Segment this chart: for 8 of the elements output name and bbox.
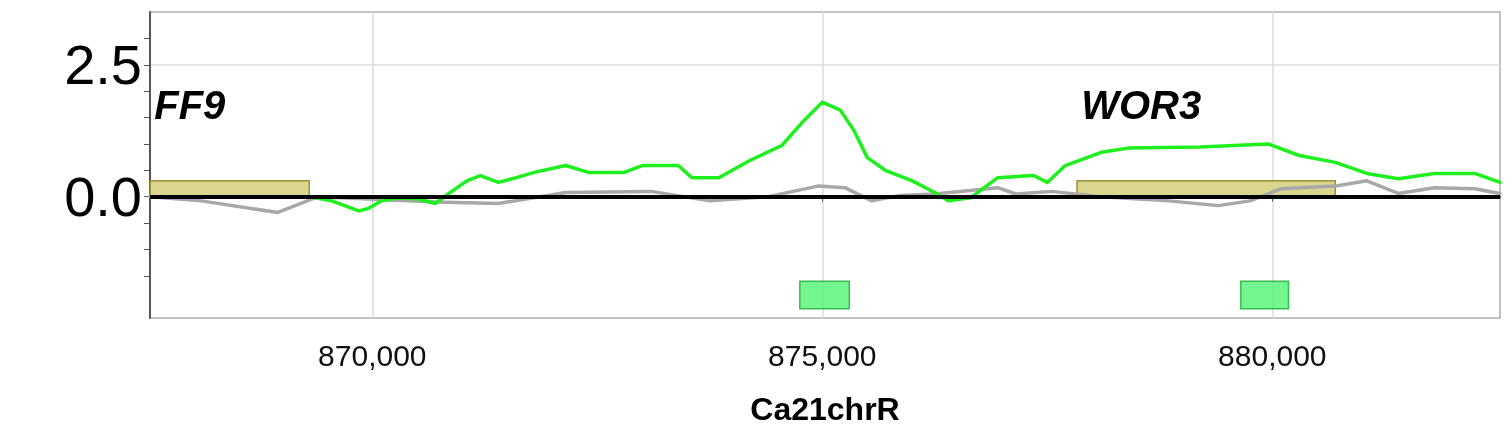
y-tick-label: 0.0 — [64, 165, 142, 229]
x-tick-label: 875,000 — [768, 338, 877, 372]
band-label: FF9 — [154, 82, 227, 127]
band-label: WOR3 — [1081, 82, 1202, 127]
y-tick-label: 2.5 — [64, 33, 142, 97]
x-tick-label: 870,000 — [318, 338, 427, 372]
x-axis-title: Ca21chrR — [750, 391, 900, 427]
x-tick-label: 880,000 — [1218, 338, 1327, 372]
